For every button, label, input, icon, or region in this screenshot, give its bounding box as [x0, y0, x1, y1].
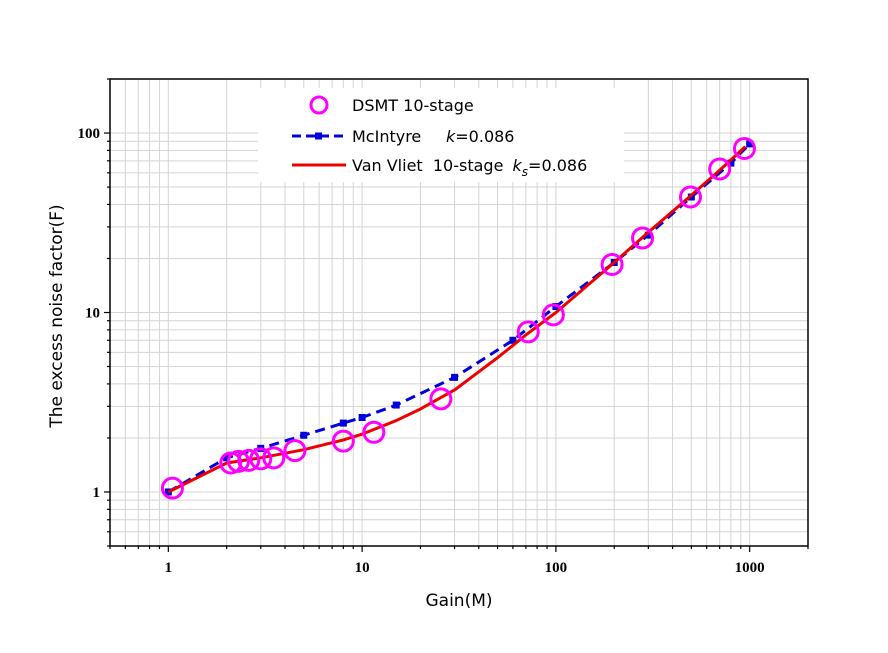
point-dsmt	[331, 429, 355, 453]
point-mcintyre	[392, 401, 400, 409]
x-tick-label: 100	[545, 560, 568, 576]
point-dsmt	[226, 449, 250, 473]
point-dsmt	[160, 476, 184, 500]
legend-label-dsmt: DSMT 10-stage	[352, 96, 474, 115]
point-dsmt	[262, 446, 286, 470]
y-tick-label: 10	[85, 306, 100, 322]
x-tick-label: 1000	[735, 560, 765, 576]
series-line-vanvliet	[167, 145, 747, 494]
point-dsmt	[541, 303, 565, 327]
legend-vanvliet-k: k	[513, 156, 523, 175]
x-tick-labels: 1 10 100 1000	[165, 560, 765, 576]
x-tick-label: 1	[165, 560, 173, 576]
point-dsmt	[283, 439, 307, 463]
legend-vanvliet-k-sub: s	[522, 165, 528, 179]
legend-marker-dsmt	[309, 95, 329, 115]
legend-mcintyre-k-value: =0.086	[455, 127, 514, 146]
point-mcintyre	[451, 373, 459, 381]
y-tick-label: 100	[78, 126, 101, 142]
legend-label-mcintyre: McIntyre	[352, 127, 421, 146]
point-dsmt	[732, 136, 756, 160]
point-mcintyre	[339, 419, 347, 427]
point-dsmt	[708, 157, 732, 181]
point-dsmt	[516, 320, 540, 344]
point-dsmt	[678, 185, 702, 209]
legend-vanvliet-k-value: =0.086	[528, 156, 587, 175]
legend-label-vanvliet-group: Van Vliet 10-stage ks=0.086	[352, 156, 587, 179]
point-mcintyre	[223, 454, 231, 462]
point-dsmt	[249, 447, 273, 471]
point-dsmt	[362, 420, 386, 444]
x-axis-title: Gain(M)	[425, 591, 492, 611]
series-line-mcintyre	[167, 142, 751, 494]
point-mcintyre	[358, 413, 366, 421]
y-tick-label: 1	[93, 485, 101, 501]
point-mcintyre	[644, 231, 652, 239]
legend-mcintyre-k: k	[446, 127, 456, 146]
x-tick-label: 10	[355, 560, 370, 576]
point-dsmt	[429, 387, 453, 411]
point-mcintyre	[509, 336, 517, 344]
point-mcintyre	[727, 159, 735, 167]
series-layer	[160, 136, 756, 500]
point-dsmt	[600, 253, 624, 277]
axis-ticks	[104, 78, 809, 552]
y-tick-labels: 1 10 100	[78, 126, 101, 501]
point-dsmt	[237, 448, 261, 472]
point-mcintyre	[746, 140, 754, 148]
legend: DSMT 10-stage McIntyre k=0.086 Van Vliet…	[258, 88, 624, 182]
legend-label-vanvliet: Van Vliet 10-stage	[352, 156, 503, 175]
point-mcintyre	[300, 431, 308, 439]
legend-label-mcintyre-group: McIntyre k=0.086	[352, 127, 514, 146]
legend-marker-mcintyre	[315, 132, 322, 140]
point-dsmt	[631, 226, 655, 250]
y-axis-title: The excess noise factor(F)	[47, 204, 67, 428]
